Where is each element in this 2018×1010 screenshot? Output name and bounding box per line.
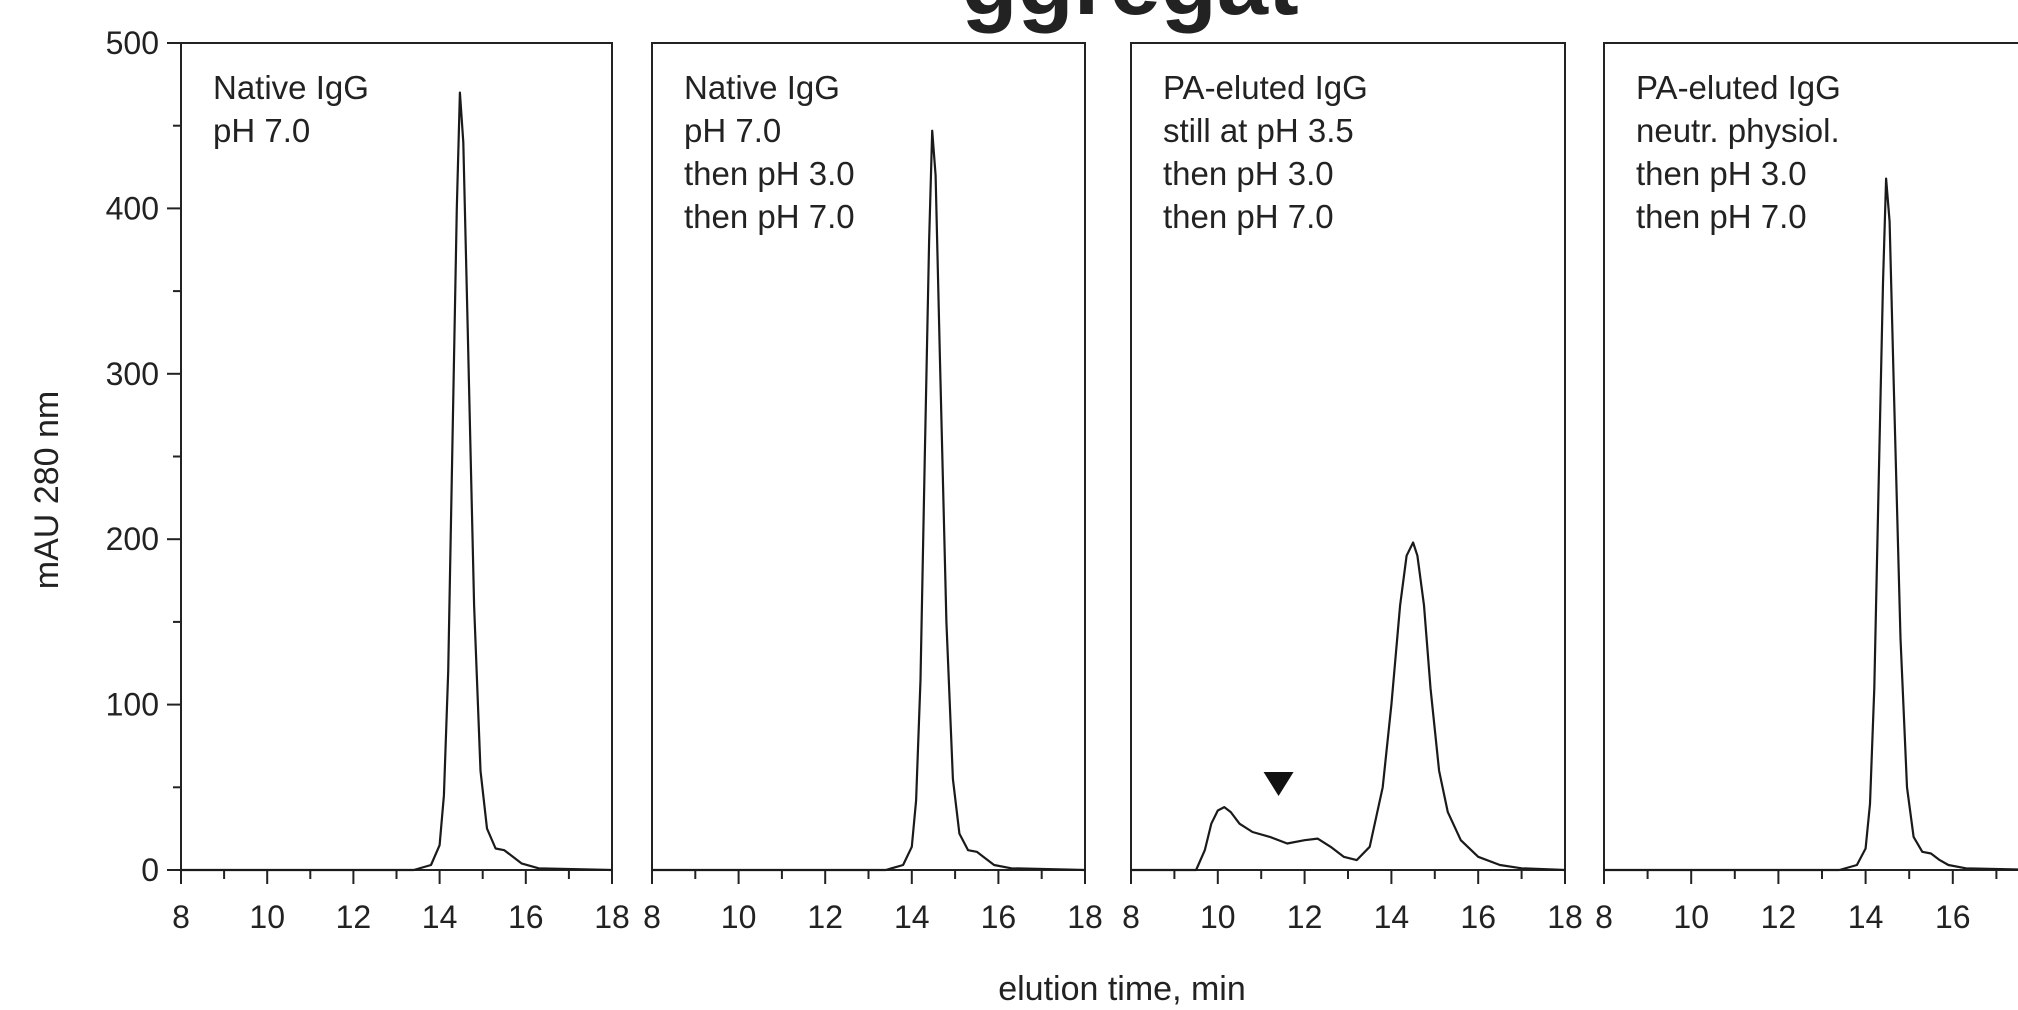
- y-tick-label: 100: [106, 687, 159, 723]
- x-tick-label: 14: [422, 899, 458, 935]
- y-tick-label: 300: [106, 356, 159, 392]
- panel-annotation-line: still at pH 3.5: [1163, 112, 1354, 149]
- x-tick-label: 8: [643, 899, 661, 935]
- x-tick-label: 10: [1673, 899, 1709, 935]
- chart-panels: 8 10 12 14 16 18 0 100 200 300 400 500 Native IgG pH …: [106, 25, 2018, 935]
- x-tick-label: 18: [594, 899, 630, 935]
- x-tick-label: 16: [981, 899, 1017, 935]
- x-tick-label: 18: [1067, 899, 1103, 935]
- x-tick-label: 8: [1122, 899, 1140, 935]
- panel-annotation-line: then pH 7.0: [684, 198, 855, 235]
- panel-annotation-line: pH 7.0: [213, 112, 310, 149]
- panel-2: 8 10 12 14 16 18 Native IgG pH 7.0 then pH 3.0 th…: [643, 42, 1103, 935]
- panel-annotation-line: neutr. physiol.: [1636, 112, 1840, 149]
- y-tick-label: 400: [106, 190, 159, 226]
- elution-trace-line: [181, 91, 613, 872]
- x-tick-label: 8: [1595, 899, 1613, 935]
- panel-annotation-line: then pH 3.0: [1636, 155, 1807, 192]
- x-tick-label: 8: [172, 899, 190, 935]
- y-axis-title: mAU 280 nm: [28, 391, 66, 589]
- elution-trace-line: [1131, 541, 1566, 872]
- x-tick-label: 14: [1374, 899, 1410, 935]
- figure-title-fragment: ggregat: [961, 0, 1298, 34]
- panel-annotation-line: then pH 7.0: [1636, 198, 1807, 235]
- x-tick-label: 16: [1460, 899, 1496, 935]
- y-tick-label: 0: [141, 852, 159, 888]
- panel-annotation-line: PA-eluted IgG: [1163, 69, 1368, 106]
- panel-annotation-line: then pH 3.0: [684, 155, 855, 192]
- panel-annotation-line: then pH 7.0: [1163, 198, 1334, 235]
- x-tick-label: 12: [1287, 899, 1323, 935]
- x-tick-label: 10: [1200, 899, 1236, 935]
- panel-1: 8 10 12 14 16 18 0 100 200 300 400 500 Native IgG pH …: [106, 25, 630, 935]
- panel-annotation-line: PA-eluted IgG: [1636, 69, 1841, 106]
- panel-annotation-line: pH 7.0: [684, 112, 781, 149]
- elution-trace-line: [652, 129, 1086, 872]
- panel-annotation-line: Native IgG: [684, 69, 840, 106]
- x-tick-label: 16: [508, 899, 544, 935]
- x-tick-label: 10: [721, 899, 757, 935]
- y-tick-label: 200: [106, 521, 159, 557]
- x-tick-label: 12: [1761, 899, 1797, 935]
- x-tick-label: 10: [249, 899, 285, 935]
- y-tick-label: 500: [106, 25, 159, 61]
- x-tick-label: 16: [1935, 899, 1971, 935]
- triangle-marker: [1263, 771, 1294, 796]
- x-tick-label: 14: [1848, 899, 1884, 935]
- x-tick-label: 18: [1547, 899, 1583, 935]
- panel-annotation-line: then pH 3.0: [1163, 155, 1334, 192]
- x-tick-label: 12: [336, 899, 372, 935]
- x-axis-title: elution time, min: [998, 970, 1246, 1008]
- elution-trace-line: [1604, 177, 2018, 872]
- x-tick-label: 12: [807, 899, 843, 935]
- panel-frame: [180, 42, 613, 871]
- panel-annotation-line: Native IgG: [213, 69, 369, 106]
- panel-3: 8 10 12 14 16 18 PA-eluted IgG still at pH 3.5 t…: [1122, 42, 1583, 935]
- x-tick-label: 14: [894, 899, 930, 935]
